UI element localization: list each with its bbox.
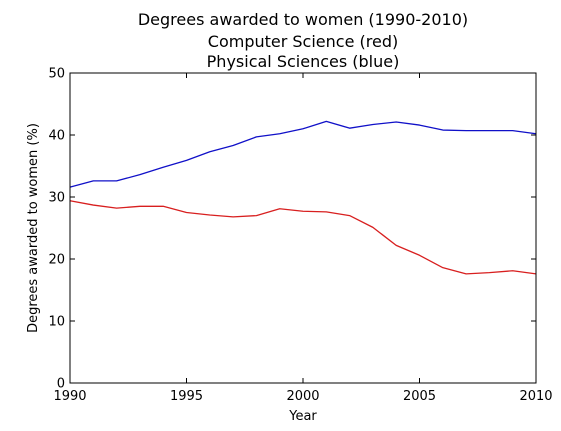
y-axis-label: Degrees awarded to women (%) [26, 123, 41, 333]
x-tick-label: 1990 [53, 389, 86, 404]
x-tick-label: 2010 [519, 389, 552, 404]
series-lines [69, 120, 537, 275]
y-tick-label: 20 [48, 253, 65, 268]
x-tick-label: 2005 [403, 389, 436, 404]
x-tick-label: 1995 [170, 389, 203, 404]
series-line-1 [69, 200, 537, 275]
x-axis-label: Year [288, 409, 317, 424]
axis-ticks [69, 72, 537, 384]
y-tick-label: 30 [48, 191, 65, 206]
title-line-1: Degrees awarded to women (1990-2010) [138, 10, 468, 29]
title-line-2: Computer Science (red) [208, 32, 398, 51]
series-line-2 [69, 120, 537, 188]
tick-labels: 1990 1995 2000 2005 2010 0 10 20 30 40 50 [48, 67, 552, 405]
plot-frame [69, 72, 537, 384]
y-tick-label: 10 [48, 315, 65, 330]
y-tick-label: 50 [48, 67, 65, 82]
y-tick-label: 40 [48, 129, 65, 144]
title-line-3: Physical Sciences (blue) [207, 52, 400, 71]
y-tick-label: 0 [57, 377, 65, 392]
x-tick-label: 2000 [286, 389, 319, 404]
chart-title: Degrees awarded to women (1990-2010) Comp… [138, 10, 468, 71]
